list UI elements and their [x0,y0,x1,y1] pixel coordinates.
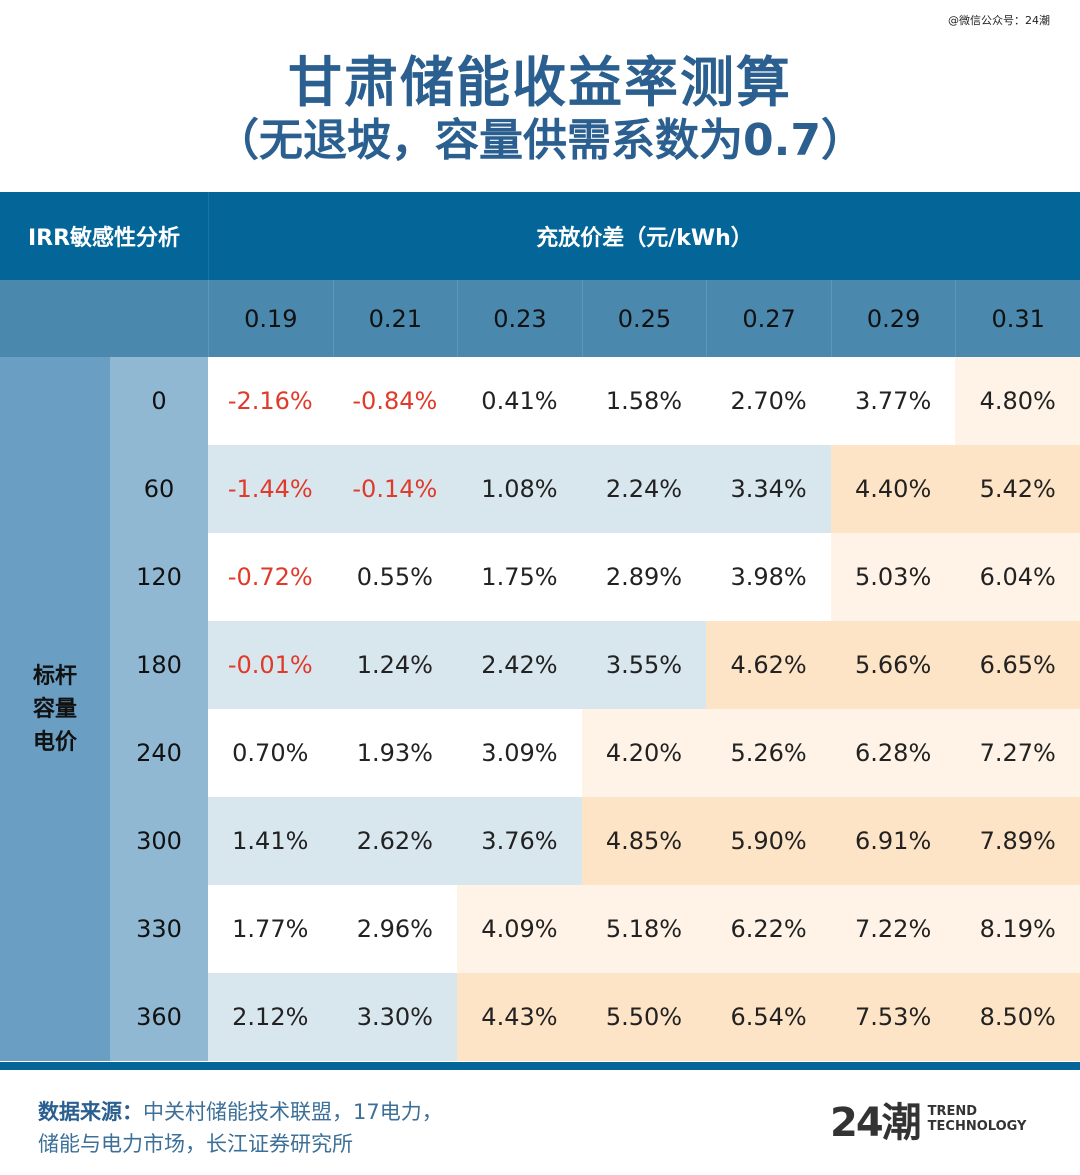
table-cell: 6.28% [830,709,956,797]
row-header: 0 [110,357,208,445]
source-label: 数据来源： [38,1100,143,1124]
table-cell: 0.70% [208,709,333,797]
column-header: 0.25 [581,280,707,357]
logo-line-1: TREND [927,1104,978,1119]
row-header: 180 [110,621,208,709]
row-header: 360 [110,973,208,1061]
watermark: @微信公众号：24潮 [948,14,1050,27]
irr-sensitivity-table: IRR敏感性分析 充放价差（元/kWh） 标杆 容量 电价 0.19 0.21 0.23… [0,192,1080,1061]
table-cell: 2.89% [581,533,707,621]
table-cell: 0.55% [332,533,458,621]
column-header: 0.31 [955,280,1080,357]
column-header: 0.23 [457,280,582,357]
table-cell: 4.43% [457,973,582,1061]
source-note: 数据来源：中关村储能技术联盟，17电力， 储能与电力市场，长江证券研究所 [38,1096,443,1160]
table-cell: 1.41% [208,797,333,885]
table-cell: -2.16% [208,357,333,445]
table-cell: 7.89% [955,797,1080,885]
table-cell: 2.42% [457,621,582,709]
table-cell: 3.76% [457,797,582,885]
table-cell: 1.08% [457,445,582,533]
table-cell: 3.34% [706,445,831,533]
row-header: 60 [110,445,208,533]
table-cell: 4.09% [457,885,582,973]
table-cell: 6.91% [830,797,956,885]
table-cell: 4.80% [955,357,1080,445]
table-cell: 5.26% [706,709,831,797]
table-cell: 5.50% [581,973,707,1061]
table-cell: 0.41% [457,357,582,445]
table-cell: -0.72% [208,533,333,621]
table-cell: 3.09% [457,709,582,797]
row-header: 120 [110,533,208,621]
row-group-header: 标杆 容量 电价 [0,357,110,1061]
table-cell: 1.24% [332,621,458,709]
source-line-2: 储能与电力市场，长江证券研究所 [38,1132,353,1156]
column-header: 0.27 [706,280,831,357]
logo-mark: 24潮 [830,1100,922,1146]
table-cell: 2.12% [208,973,333,1061]
table-cell: 5.42% [955,445,1080,533]
table-cell: 3.77% [830,357,956,445]
source-line-1: 中关村储能技术联盟，17电力， [143,1100,443,1124]
table-cell: 6.04% [955,533,1080,621]
table-cell: 6.65% [955,621,1080,709]
table-cell: 2.24% [581,445,707,533]
column-header: 0.19 [208,280,333,357]
page-subtitle: （无退坡，容量供需系数为0.7） [215,115,865,166]
table-cell: 2.70% [706,357,831,445]
logo: 24潮 TREND TECHNOLOGY [830,1090,1026,1148]
table-cell: -0.14% [332,445,458,533]
corner-header: IRR敏感性分析 [0,192,208,280]
table-cell: 3.55% [581,621,707,709]
table-cell: 4.62% [706,621,831,709]
table-cell: 3.30% [332,973,458,1061]
table-cell: 4.40% [830,445,956,533]
table-cell: 6.54% [706,973,831,1061]
blank-header [0,280,208,357]
table-cell: 4.85% [581,797,707,885]
table-cell: -1.44% [208,445,333,533]
row-header: 240 [110,709,208,797]
table-cell: 4.20% [581,709,707,797]
table-cell: 1.77% [208,885,333,973]
table-cell: 1.93% [332,709,458,797]
column-group-header: 充放价差（元/kWh） [208,192,1080,280]
table-cell: 8.19% [955,885,1080,973]
page-title: 甘肃储能收益率测算 [288,51,792,114]
table-cell: 1.75% [457,533,582,621]
table-cell: 2.96% [332,885,458,973]
column-header: 0.21 [332,280,458,357]
logo-line-2: TECHNOLOGY [927,1119,1027,1134]
table-cell: 5.03% [830,533,956,621]
table-cell: 6.22% [706,885,831,973]
table-cell: 5.18% [581,885,707,973]
table-cell: 2.62% [332,797,458,885]
bottom-bar [0,1062,1080,1070]
table-cell: 1.58% [581,357,707,445]
table-cell: 7.53% [830,973,956,1061]
column-header: 0.29 [830,280,956,357]
table-cell: 5.90% [706,797,831,885]
table-cell: 7.27% [955,709,1080,797]
table-cell: 5.66% [830,621,956,709]
table-cell: -0.01% [208,621,333,709]
table-cell: -0.84% [332,357,458,445]
row-group-label: 标杆 容量 电价 [32,663,77,755]
row-header: 330 [110,885,208,973]
table-cell: 7.22% [830,885,956,973]
table-cell: 3.98% [706,533,831,621]
row-header: 300 [110,797,208,885]
table-cell: 8.50% [955,973,1080,1061]
